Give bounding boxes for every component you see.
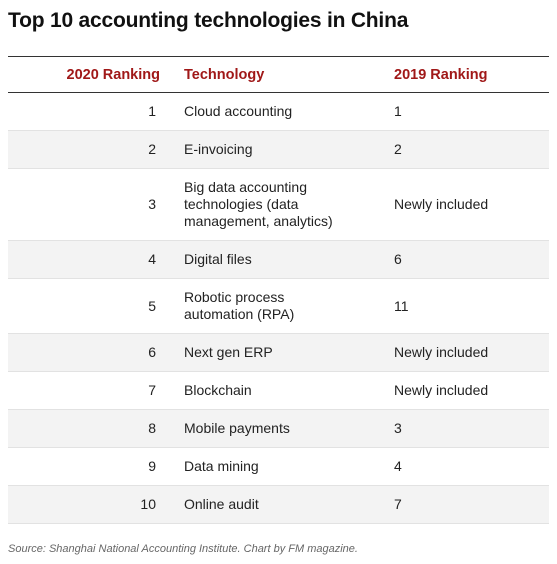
table-row: 2 E-invoicing 2 [8, 130, 549, 169]
cell-2019-rank: 2 [373, 130, 549, 169]
cell-2019-rank: Newly included [373, 371, 549, 410]
source-note: Source: Shanghai National Accounting Ins… [8, 543, 358, 555]
cell-2019-rank: 6 [373, 240, 549, 279]
page-title: Top 10 accounting technologies in China [8, 9, 409, 32]
column-header-2020-ranking[interactable]: 2020 Ranking [8, 57, 170, 93]
cell-technology: Big data accounting technologies (data m… [170, 168, 373, 241]
cell-technology: Blockchain [170, 371, 373, 410]
table-row: 1 Cloud accounting 1 [8, 92, 549, 131]
cell-2019-rank: Newly included [373, 333, 549, 372]
table-row: 10 Online audit 7 [8, 485, 549, 524]
cell-technology: Digital files [170, 240, 373, 279]
cell-2019-rank: 1 [373, 92, 549, 131]
cell-technology: Cloud accounting [170, 92, 373, 131]
cell-2019-rank: 4 [373, 447, 549, 486]
table-row: 8 Mobile payments 3 [8, 409, 549, 448]
cell-2020-rank: 10 [8, 485, 170, 524]
cell-technology: Next gen ERP [170, 333, 373, 372]
cell-2020-rank: 6 [8, 333, 170, 372]
cell-2019-rank: 7 [373, 485, 549, 524]
cell-2019-rank: 11 [373, 278, 549, 334]
rankings-table: 2020 Ranking Technology 2019 Ranking 1 C… [8, 57, 549, 524]
cell-technology: Robotic process automation (RPA) [170, 278, 373, 334]
cell-technology: E-invoicing [170, 130, 373, 169]
cell-technology: Mobile payments [170, 409, 373, 448]
cell-2020-rank: 5 [8, 278, 170, 334]
cell-technology: Data mining [170, 447, 373, 486]
top-rule [8, 56, 549, 57]
cell-2019-rank: 3 [373, 409, 549, 448]
cell-2020-rank: 1 [8, 92, 170, 131]
cell-2020-rank: 7 [8, 371, 170, 410]
table-row: 7 Blockchain Newly included [8, 371, 549, 410]
table-row: 9 Data mining 4 [8, 447, 549, 486]
cell-2020-rank: 8 [8, 409, 170, 448]
column-header-technology[interactable]: Technology [170, 57, 373, 93]
cell-technology: Online audit [170, 485, 373, 524]
cell-2020-rank: 3 [8, 168, 170, 241]
cell-2020-rank: 2 [8, 130, 170, 169]
header-row: 2020 Ranking Technology 2019 Ranking [8, 57, 549, 93]
table-row: 6 Next gen ERP Newly included [8, 333, 549, 372]
table-row: 3 Big data accounting technologies (data… [8, 168, 549, 241]
cell-2019-rank: Newly included [373, 168, 549, 241]
table-row: 5 Robotic process automation (RPA) 11 [8, 278, 549, 334]
cell-2020-rank: 4 [8, 240, 170, 279]
table-row: 4 Digital files 6 [8, 240, 549, 279]
cell-2020-rank: 9 [8, 447, 170, 486]
column-header-2019-ranking[interactable]: 2019 Ranking [373, 57, 549, 93]
